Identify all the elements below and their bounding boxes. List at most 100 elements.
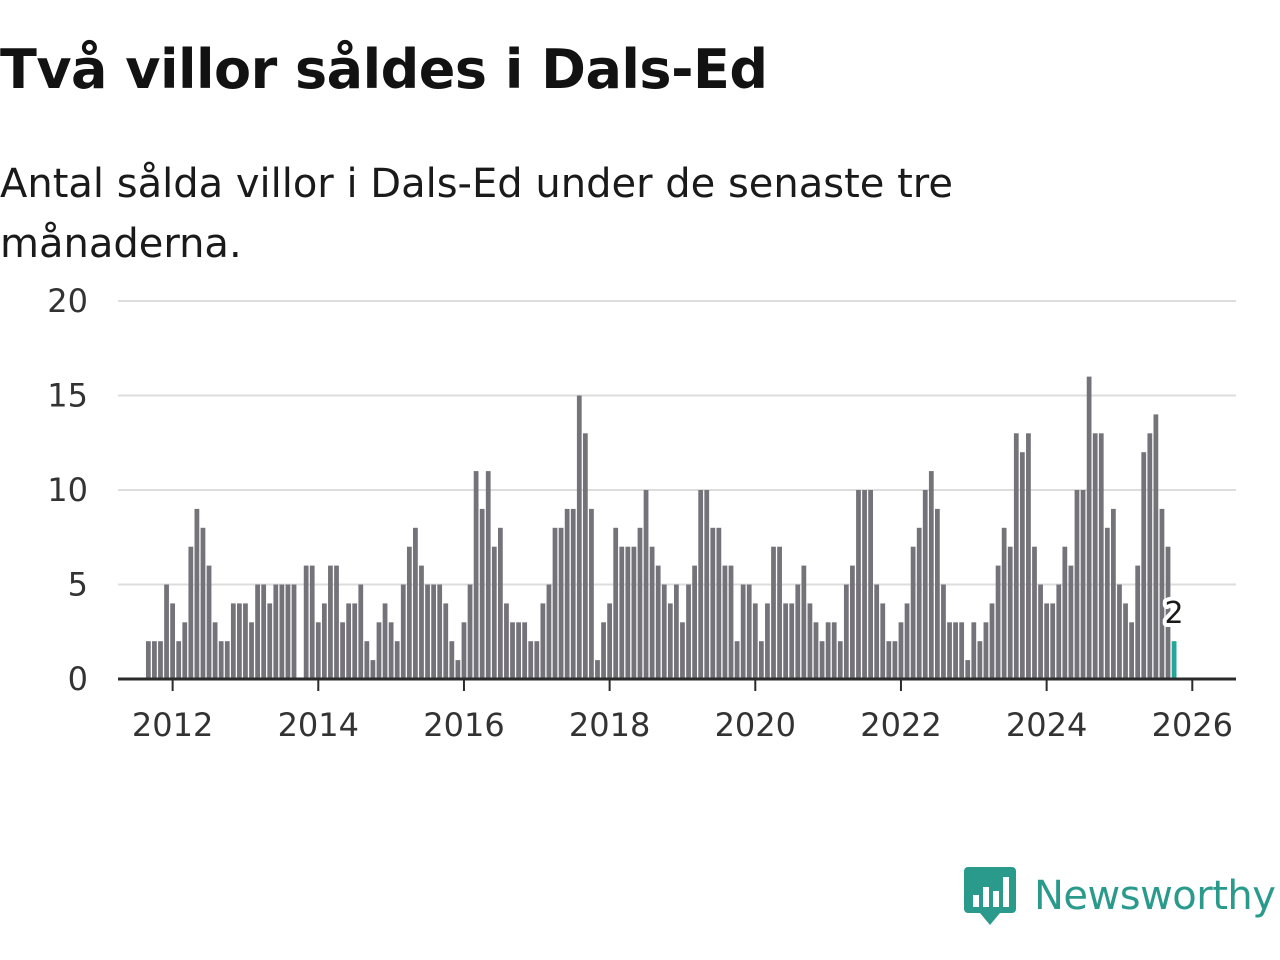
bar — [692, 565, 697, 679]
bar — [601, 622, 606, 679]
bar — [497, 527, 503, 679]
bar — [455, 660, 461, 679]
brand-name: Newsworthy — [1034, 873, 1276, 919]
y-tick-label: 20 — [47, 282, 88, 320]
bar — [874, 584, 880, 679]
bar — [1098, 433, 1104, 679]
bar — [504, 603, 509, 679]
bar — [364, 641, 370, 679]
bar — [746, 584, 752, 679]
bar — [1019, 452, 1025, 679]
bar — [953, 622, 958, 679]
bar — [188, 546, 194, 679]
bar — [443, 603, 449, 679]
bar — [1129, 622, 1134, 679]
bar — [303, 565, 309, 679]
bar — [910, 546, 916, 679]
bar — [370, 660, 376, 679]
bar — [1153, 414, 1159, 679]
bar — [977, 641, 983, 679]
bar — [1104, 527, 1110, 679]
bar — [516, 622, 521, 679]
bar — [291, 584, 297, 679]
bar — [728, 565, 734, 679]
bar — [388, 622, 394, 679]
bar — [965, 660, 971, 679]
bar — [413, 527, 418, 679]
bar — [152, 641, 157, 679]
bar — [674, 584, 679, 679]
bar — [892, 641, 898, 679]
bar — [758, 641, 764, 679]
x-tick-label: 2012 — [132, 706, 213, 744]
x-tick-label: 2026 — [1152, 706, 1233, 744]
bar — [467, 584, 473, 679]
bar — [680, 622, 685, 679]
bar — [1038, 584, 1043, 679]
bar — [255, 584, 260, 679]
bar — [485, 471, 491, 679]
bar — [176, 641, 182, 679]
bar — [819, 641, 825, 679]
bar — [279, 584, 285, 679]
bar — [947, 622, 952, 679]
bar — [267, 603, 273, 679]
bar — [1068, 565, 1074, 679]
bar — [649, 546, 655, 679]
bar — [928, 471, 934, 679]
bar — [352, 603, 358, 679]
bar — [1086, 376, 1092, 679]
bar — [346, 603, 352, 679]
bar — [771, 546, 776, 679]
bar — [230, 603, 236, 679]
bar — [540, 603, 546, 679]
x-tick-label: 2016 — [423, 706, 504, 744]
bar — [850, 565, 855, 679]
y-tick-label: 15 — [47, 377, 88, 415]
bar — [570, 508, 576, 679]
bar — [983, 622, 989, 679]
x-tick-label: 2014 — [278, 706, 359, 744]
bar — [194, 508, 200, 679]
y-tick-label: 5 — [68, 566, 88, 604]
bar — [164, 584, 169, 679]
bar — [1080, 490, 1086, 679]
bar — [862, 490, 867, 679]
bar — [158, 641, 163, 679]
bar-highlight — [1171, 641, 1177, 679]
bar — [473, 471, 479, 679]
bar — [655, 565, 661, 679]
bar — [831, 622, 837, 679]
bar — [206, 565, 212, 679]
bar — [582, 433, 588, 679]
bar — [1007, 546, 1013, 679]
bar — [916, 527, 922, 679]
bar — [710, 527, 716, 679]
x-tick-label: 2018 — [569, 706, 650, 744]
bar — [419, 565, 424, 679]
bar — [315, 622, 321, 679]
bar — [789, 603, 795, 679]
bar — [358, 584, 364, 679]
bar — [212, 622, 218, 679]
y-tick-label: 10 — [47, 471, 88, 509]
x-axis-ticks: 2012 2014 2016 2018 2020 2022 2024 2026 — [132, 679, 1233, 744]
bar — [959, 622, 965, 679]
bar — [1147, 433, 1153, 679]
chart-subtitle: Antal sålda villor i Dals-Ed under de se… — [0, 161, 953, 267]
bar — [200, 527, 206, 679]
bar — [922, 490, 928, 679]
bar — [437, 584, 443, 679]
bar — [941, 584, 946, 679]
bar — [237, 603, 242, 679]
bar — [813, 622, 819, 679]
bar — [868, 490, 873, 679]
bar — [564, 508, 570, 679]
bar — [886, 641, 892, 679]
x-tick-label: 2020 — [715, 706, 796, 744]
bar — [479, 508, 485, 679]
bar — [449, 641, 455, 679]
bar — [182, 622, 188, 679]
newsworthy-brand[interactable]: Newsworthy — [964, 864, 1276, 928]
last-value-label: 2 — [1165, 596, 1184, 631]
